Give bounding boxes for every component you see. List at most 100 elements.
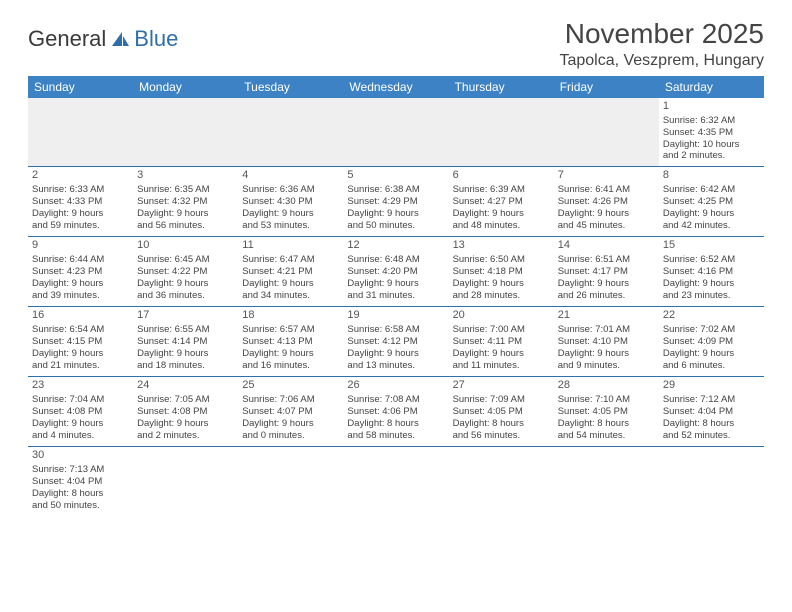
daylight-text: and 13 minutes. [347, 360, 444, 372]
sunrise-text: Sunrise: 7:00 AM [453, 324, 550, 336]
month-title: November 2025 [559, 18, 764, 50]
sunrise-text: Sunrise: 6:39 AM [453, 184, 550, 196]
location: Tapolca, Veszprem, Hungary [559, 52, 764, 70]
daylight-text: Daylight: 8 hours [347, 418, 444, 430]
sunset-text: Sunset: 4:04 PM [663, 406, 760, 418]
daylight-text: and 50 minutes. [32, 500, 129, 512]
calendar-week-row: 9Sunrise: 6:44 AMSunset: 4:23 PMDaylight… [28, 237, 764, 307]
sunset-text: Sunset: 4:06 PM [347, 406, 444, 418]
daylight-text: and 28 minutes. [453, 290, 550, 302]
day-number: 13 [453, 239, 550, 253]
daylight-text: and 16 minutes. [242, 360, 339, 372]
daylight-text: Daylight: 9 hours [242, 418, 339, 430]
daylight-text: and 26 minutes. [558, 290, 655, 302]
daylight-text: Daylight: 9 hours [137, 278, 234, 290]
daylight-text: Daylight: 9 hours [137, 418, 234, 430]
calendar-day-cell: 29Sunrise: 7:12 AMSunset: 4:04 PMDayligh… [659, 377, 764, 447]
daylight-text: Daylight: 9 hours [347, 278, 444, 290]
daylight-text: and 45 minutes. [558, 220, 655, 232]
daylight-text: and 36 minutes. [137, 290, 234, 302]
sunset-text: Sunset: 4:25 PM [663, 196, 760, 208]
day-number: 30 [32, 449, 129, 463]
day-number: 9 [32, 239, 129, 253]
daylight-text: Daylight: 9 hours [663, 278, 760, 290]
calendar-day-cell: 2Sunrise: 6:33 AMSunset: 4:33 PMDaylight… [28, 167, 133, 237]
calendar-day-cell: 13Sunrise: 6:50 AMSunset: 4:18 PMDayligh… [449, 237, 554, 307]
sunrise-text: Sunrise: 7:08 AM [347, 394, 444, 406]
calendar-day-cell: 15Sunrise: 6:52 AMSunset: 4:16 PMDayligh… [659, 237, 764, 307]
sunrise-text: Sunrise: 7:09 AM [453, 394, 550, 406]
day-number: 14 [558, 239, 655, 253]
daylight-text: Daylight: 10 hours [663, 139, 760, 151]
logo-word-blue: Blue [134, 26, 178, 52]
daylight-text: Daylight: 9 hours [32, 348, 129, 360]
calendar-day-cell [238, 447, 343, 517]
daylight-text: Daylight: 9 hours [242, 348, 339, 360]
day-number: 22 [663, 309, 760, 323]
calendar-day-cell: 23Sunrise: 7:04 AMSunset: 4:08 PMDayligh… [28, 377, 133, 447]
sunrise-text: Sunrise: 7:02 AM [663, 324, 760, 336]
calendar-week-row: 16Sunrise: 6:54 AMSunset: 4:15 PMDayligh… [28, 307, 764, 377]
calendar-day-cell: 1Sunrise: 6:32 AMSunset: 4:35 PMDaylight… [659, 98, 764, 167]
weekday-header: Monday [133, 76, 238, 98]
sunrise-text: Sunrise: 6:38 AM [347, 184, 444, 196]
sunset-text: Sunset: 4:22 PM [137, 266, 234, 278]
calendar-day-cell: 6Sunrise: 6:39 AMSunset: 4:27 PMDaylight… [449, 167, 554, 237]
calendar-day-cell [133, 98, 238, 167]
sunrise-text: Sunrise: 6:57 AM [242, 324, 339, 336]
calendar-day-cell: 7Sunrise: 6:41 AMSunset: 4:26 PMDaylight… [554, 167, 659, 237]
sunrise-text: Sunrise: 7:06 AM [242, 394, 339, 406]
sunset-text: Sunset: 4:20 PM [347, 266, 444, 278]
sunset-text: Sunset: 4:32 PM [137, 196, 234, 208]
sunrise-text: Sunrise: 6:58 AM [347, 324, 444, 336]
sunrise-text: Sunrise: 6:54 AM [32, 324, 129, 336]
sunset-text: Sunset: 4:27 PM [453, 196, 550, 208]
daylight-text: Daylight: 9 hours [453, 278, 550, 290]
weekday-header: Saturday [659, 76, 764, 98]
sunset-text: Sunset: 4:18 PM [453, 266, 550, 278]
sunrise-text: Sunrise: 6:42 AM [663, 184, 760, 196]
daylight-text: Daylight: 9 hours [32, 418, 129, 430]
daylight-text: Daylight: 8 hours [663, 418, 760, 430]
daylight-text: Daylight: 9 hours [137, 348, 234, 360]
daylight-text: Daylight: 9 hours [453, 208, 550, 220]
day-number: 25 [242, 379, 339, 393]
day-number: 26 [347, 379, 444, 393]
sunset-text: Sunset: 4:05 PM [558, 406, 655, 418]
daylight-text: and 11 minutes. [453, 360, 550, 372]
calendar-day-cell [343, 98, 448, 167]
calendar-day-cell [343, 447, 448, 517]
daylight-text: Daylight: 8 hours [32, 488, 129, 500]
calendar-day-cell: 9Sunrise: 6:44 AMSunset: 4:23 PMDaylight… [28, 237, 133, 307]
calendar-day-cell: 26Sunrise: 7:08 AMSunset: 4:06 PMDayligh… [343, 377, 448, 447]
daylight-text: and 59 minutes. [32, 220, 129, 232]
sunrise-text: Sunrise: 6:51 AM [558, 254, 655, 266]
sunrise-text: Sunrise: 6:48 AM [347, 254, 444, 266]
sunrise-text: Sunrise: 6:45 AM [137, 254, 234, 266]
calendar-day-cell: 10Sunrise: 6:45 AMSunset: 4:22 PMDayligh… [133, 237, 238, 307]
day-number: 12 [347, 239, 444, 253]
calendar-day-cell: 5Sunrise: 6:38 AMSunset: 4:29 PMDaylight… [343, 167, 448, 237]
daylight-text: and 34 minutes. [242, 290, 339, 302]
sunset-text: Sunset: 4:15 PM [32, 336, 129, 348]
day-number: 16 [32, 309, 129, 323]
daylight-text: Daylight: 9 hours [663, 348, 760, 360]
day-number: 27 [453, 379, 550, 393]
daylight-text: and 18 minutes. [137, 360, 234, 372]
sunrise-text: Sunrise: 7:10 AM [558, 394, 655, 406]
day-number: 10 [137, 239, 234, 253]
sunrise-text: Sunrise: 7:04 AM [32, 394, 129, 406]
sunrise-text: Sunrise: 6:55 AM [137, 324, 234, 336]
sunset-text: Sunset: 4:16 PM [663, 266, 760, 278]
sunset-text: Sunset: 4:26 PM [558, 196, 655, 208]
daylight-text: Daylight: 9 hours [347, 208, 444, 220]
calendar-day-cell: 14Sunrise: 6:51 AMSunset: 4:17 PMDayligh… [554, 237, 659, 307]
calendar-week-row: 23Sunrise: 7:04 AMSunset: 4:08 PMDayligh… [28, 377, 764, 447]
calendar-table: Sunday Monday Tuesday Wednesday Thursday… [28, 76, 764, 517]
day-number: 11 [242, 239, 339, 253]
sunrise-text: Sunrise: 6:32 AM [663, 115, 760, 127]
daylight-text: Daylight: 9 hours [32, 278, 129, 290]
sunrise-text: Sunrise: 6:33 AM [32, 184, 129, 196]
daylight-text: Daylight: 9 hours [558, 348, 655, 360]
daylight-text: and 56 minutes. [453, 430, 550, 442]
